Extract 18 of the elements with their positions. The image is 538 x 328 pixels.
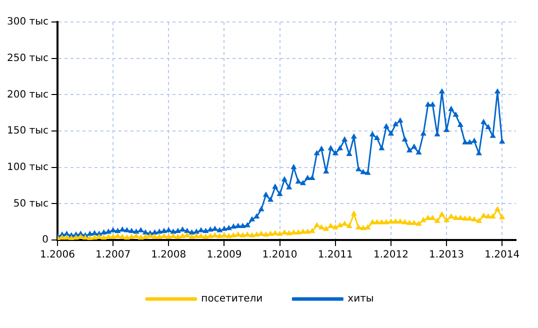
y-tick-label: 150 тыс: [7, 126, 48, 137]
x-tick-label: 1.2011: [318, 250, 353, 261]
y-tick-label: 250 тыс: [7, 52, 48, 64]
x-tick-label: 1.2012: [373, 250, 408, 261]
legend-label: хиты: [348, 294, 374, 305]
x-tick-label: 1.2008: [151, 250, 186, 261]
legend-label: посетители: [201, 294, 263, 305]
y-tick-label: 50 тыс: [13, 198, 48, 210]
y-tick-label: 300 тыс: [7, 16, 48, 28]
x-tick-label: 1.2006: [40, 250, 75, 261]
x-tick-label: 1.2014: [484, 250, 520, 261]
y-tick-label: 200 тыс: [7, 89, 48, 100]
x-tick-label: 1.2010: [262, 250, 298, 261]
y-tick-label: 0: [42, 234, 48, 246]
y-tick-label: 100 тыс: [7, 162, 48, 173]
x-tick-label: 1.2013: [429, 250, 464, 261]
x-tick-label: 1.2009: [206, 250, 242, 261]
x-tick-label: 1.2007: [96, 250, 131, 261]
